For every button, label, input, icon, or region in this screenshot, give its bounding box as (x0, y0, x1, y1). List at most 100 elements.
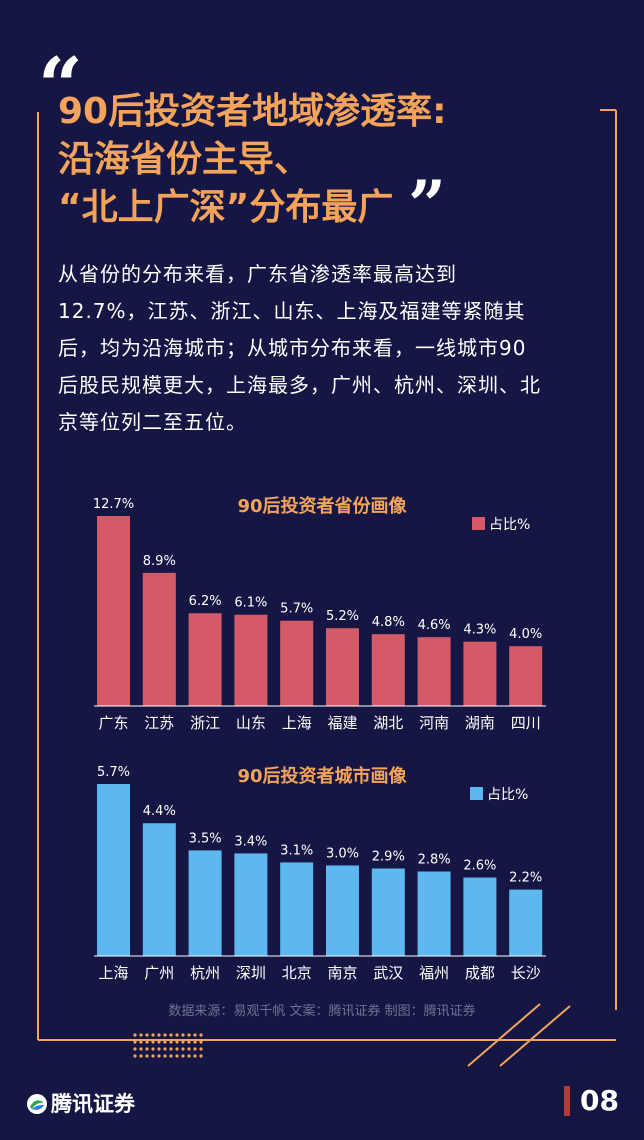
category-label: 湖北 (373, 714, 403, 732)
decorative-dot (175, 1033, 179, 1037)
decorative-dot (157, 1054, 161, 1058)
decorative-dot (133, 1047, 137, 1051)
bar-广东 (97, 516, 130, 706)
bar-南京 (326, 865, 359, 956)
category-label: 北京 (282, 964, 312, 982)
decorative-dot (187, 1033, 191, 1037)
city-chart-legend: 占比% (470, 784, 528, 804)
province-chart-legend: 占比% (472, 514, 530, 534)
decorative-dot (181, 1040, 185, 1044)
decorative-dot (169, 1033, 173, 1037)
bar-上海 (280, 620, 314, 706)
brand-name: 腾讯证券 (51, 1092, 135, 1116)
bar-value-label: 4.8% (372, 615, 405, 630)
category-label: 福州 (419, 964, 449, 982)
decorative-dot (187, 1047, 191, 1051)
decorative-dot (193, 1040, 197, 1044)
title-line-2: 沿海省份主导、 (58, 139, 311, 180)
bar-杭州 (188, 850, 222, 956)
decorative-dot (175, 1054, 179, 1058)
decorative-dot (157, 1047, 161, 1051)
decorative-dot (175, 1047, 179, 1051)
bar-value-label: 4.6% (418, 618, 451, 633)
decorative-dot (199, 1040, 203, 1044)
category-label: 广东 (98, 714, 128, 732)
decorative-dot (145, 1040, 149, 1044)
page-number-bar (564, 1086, 570, 1116)
bar-上海 (97, 784, 130, 956)
decorative-dot (151, 1040, 155, 1044)
category-label: 武汉 (373, 964, 403, 982)
bar-value-label: 12.7% (93, 497, 134, 512)
bar-value-label: 8.9% (143, 554, 176, 569)
bar-河南 (417, 637, 451, 706)
decorative-dot (187, 1054, 191, 1058)
decorative-dot (133, 1033, 137, 1037)
decorative-dot (193, 1033, 197, 1037)
bar-湖南 (463, 641, 497, 706)
bar-湖北 (371, 634, 405, 706)
decorative-dot (145, 1047, 149, 1051)
bar-value-label: 4.3% (463, 623, 496, 638)
close-quote-mark: ” (408, 166, 446, 244)
decorative-dot (139, 1033, 143, 1037)
description-line: 从省份的分布来看，广东省渗透率最高达到 (58, 262, 457, 286)
decorative-dot (193, 1054, 197, 1058)
bar-value-label: 5.7% (280, 602, 313, 617)
decorative-dot (139, 1054, 143, 1058)
decorative-dot (199, 1047, 203, 1051)
category-label: 深圳 (236, 964, 266, 982)
bar-value-label: 2.9% (372, 849, 405, 864)
decorative-dot (145, 1033, 149, 1037)
bar-value-label: 4.4% (143, 804, 176, 819)
bar-value-label: 5.7% (97, 765, 130, 780)
category-label: 河南 (419, 714, 449, 732)
decorative-dot (181, 1054, 185, 1058)
bar-value-label: 3.4% (234, 834, 267, 849)
bar-北京 (280, 862, 314, 956)
open-quote-mark: “ (38, 41, 83, 132)
decorative-dot (199, 1033, 203, 1037)
decorative-dot (181, 1033, 185, 1037)
decorative-dot (187, 1040, 191, 1044)
decorative-dot (133, 1054, 137, 1058)
decorative-dot (151, 1054, 155, 1058)
category-label: 上海 (98, 964, 128, 982)
decorative-dot (145, 1054, 149, 1058)
category-label: 杭州 (190, 964, 220, 982)
bar-value-label: 4.0% (509, 627, 542, 642)
bar-value-label: 5.2% (326, 609, 359, 624)
description-line: 后，均为沿海城市；从城市分布来看，一线城市90 (58, 336, 527, 360)
page-title: 90后投资者地域渗透率: 沿海省份主导、 “北上广深”分布最广 (58, 88, 578, 232)
decorative-dot (193, 1047, 197, 1051)
bar-value-label: 3.1% (280, 843, 313, 858)
bar-value-label: 2.6% (463, 859, 496, 874)
province-bar-chart: 12.7% 广东 8.9% 江苏 6.2% 浙江 6.1% 山东 5.7% 上海 5.2% 福建 4.8… (93, 497, 546, 732)
description-line: 后股民规模更大，上海最多，广州、杭州、深圳、北 (58, 373, 541, 397)
decorative-dot (181, 1047, 185, 1051)
category-label: 南京 (327, 964, 357, 982)
decorative-dot (151, 1047, 155, 1051)
category-label: 福建 (327, 714, 357, 732)
bar-value-label: 6.1% (234, 596, 267, 611)
province-chart-title: 90后投资者省份画像 (237, 496, 407, 517)
bar-山东 (234, 614, 268, 706)
decorative-dot (157, 1040, 161, 1044)
category-label: 浙江 (190, 714, 220, 732)
frame-diagonal-1 (467, 1003, 541, 1067)
decorative-dot (139, 1040, 143, 1044)
data-source-note: 数据来源：易观千帆 文案：腾讯证券 制图：腾讯证券 (168, 1004, 476, 1019)
decorative-dot (151, 1033, 155, 1037)
decorative-dot (139, 1047, 143, 1051)
category-label: 广州 (144, 964, 174, 982)
category-label: 上海 (282, 714, 312, 732)
description-paragraph: 从省份的分布来看，广东省渗透率最高达到 12.7%，江苏、浙江、山东、上海及福建… (58, 256, 590, 441)
bar-value-label: 2.8% (418, 853, 451, 868)
bar-value-label: 2.2% (509, 871, 542, 886)
title-line-1: 90后投资者地域渗透率: (58, 91, 447, 132)
legend-swatch (472, 517, 485, 530)
decorative-dot (133, 1040, 137, 1044)
decorative-dot (169, 1047, 173, 1051)
bar-成都 (463, 877, 497, 956)
